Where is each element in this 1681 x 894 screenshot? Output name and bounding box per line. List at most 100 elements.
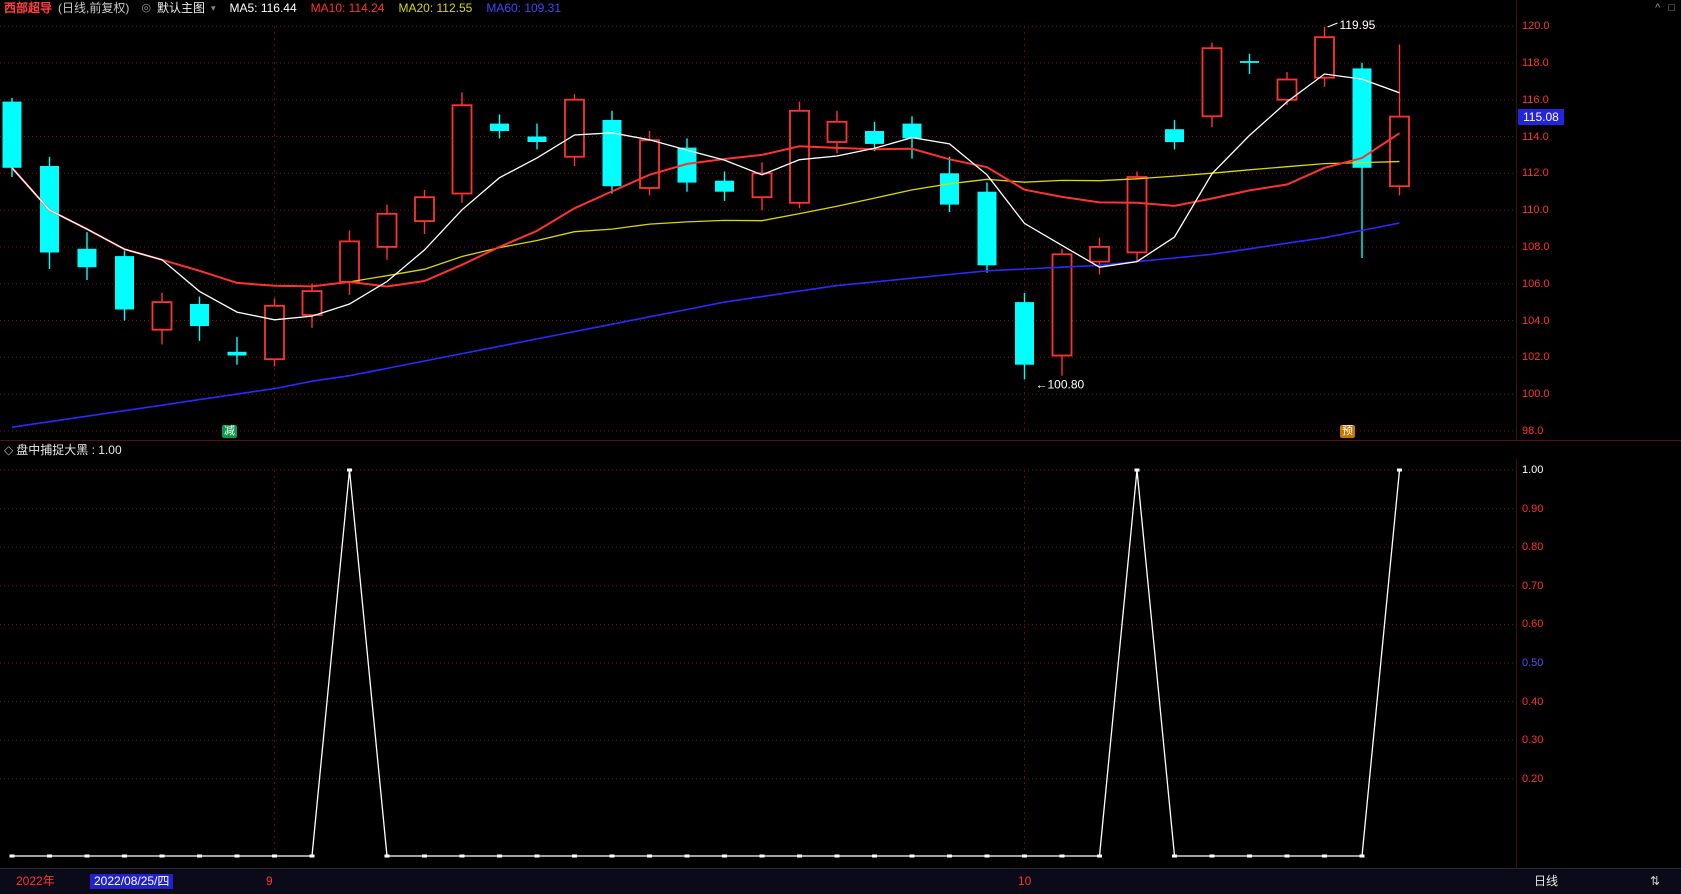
candle[interactable] [339, 230, 360, 295]
year-label: 2022年 [16, 874, 55, 888]
indicator-axis-label: 0.50 [1522, 657, 1544, 669]
month-label-sep: 9 [266, 874, 273, 888]
indicator-point [272, 854, 277, 858]
candle[interactable] [527, 123, 547, 150]
indicator-point [384, 854, 390, 858]
indicator-point [572, 854, 577, 858]
indicator-point [834, 854, 840, 858]
indicator-value: 1.00 [98, 443, 122, 457]
candle[interactable] [977, 182, 997, 273]
ma10-line [11, 132, 1401, 288]
candle[interactable] [677, 138, 697, 192]
candle[interactable] [77, 232, 97, 280]
period-label[interactable]: 日线 [1534, 874, 1559, 888]
indicator-point [722, 854, 727, 858]
candle[interactable] [376, 204, 398, 260]
indicator-axis-label: 1.00 [1522, 464, 1544, 476]
indicator-point [759, 854, 765, 858]
price-axis-label: 110.0 [1522, 204, 1549, 217]
indicator-point [459, 854, 465, 858]
candle[interactable] [865, 121, 884, 152]
reduce-marker-badge[interactable]: 减 [222, 425, 237, 438]
ma5-line [11, 73, 1400, 321]
candle[interactable] [1015, 292, 1034, 380]
candle[interactable] [451, 92, 473, 203]
indicator-axis-label: 0.90 [1522, 502, 1544, 515]
indicator-separator: : [88, 443, 99, 457]
candle[interactable] [826, 110, 848, 154]
collapse-icon[interactable]: ^ [1655, 2, 1661, 14]
indicator-point [1172, 854, 1177, 858]
ma60-value: MA60: 109.31 [486, 1, 562, 15]
candle[interactable] [639, 131, 660, 196]
candle[interactable] [151, 292, 173, 345]
window-icon[interactable]: □ [1668, 2, 1675, 14]
candle[interactable] [1314, 27, 1335, 87]
indicator-axis-label: 0.80 [1522, 541, 1544, 554]
indicator-point [122, 854, 127, 858]
indicator-line [12, 469, 1401, 857]
candle[interactable] [789, 101, 810, 209]
chevron-down-icon[interactable]: ▾ [210, 3, 216, 13]
indicator-point [1359, 854, 1365, 858]
candle[interactable] [115, 250, 134, 321]
candle[interactable] [190, 296, 209, 341]
candle[interactable] [301, 283, 323, 328]
indicator-point [1284, 854, 1290, 858]
indicator-point [1322, 854, 1327, 858]
indicator-name[interactable]: 盘中捕捉大黑 [16, 443, 89, 457]
candle[interactable] [715, 171, 734, 201]
price-axis-label: 112.0 [1522, 167, 1549, 180]
indicator-point [197, 854, 202, 858]
price-axis-label: 114.0 [1522, 130, 1549, 143]
candle[interactable] [227, 337, 247, 365]
indicator-point [1134, 468, 1140, 472]
stock-name[interactable]: 西部超导 [4, 1, 53, 15]
candle[interactable] [1389, 44, 1410, 196]
candle[interactable] [1201, 42, 1223, 128]
indicator-point [797, 854, 802, 858]
indicator-point [872, 854, 877, 858]
ma10-value: MA10: 114.24 [310, 1, 385, 15]
indicator-point [984, 854, 990, 858]
indicator-axis-label: 0.60 [1522, 618, 1544, 631]
selected-date[interactable]: 2022/08/25/四 [90, 874, 174, 889]
indicator-chart[interactable] [0, 458, 1516, 866]
indicator-point [534, 854, 540, 858]
layout-selector[interactable]: 默认主图 [156, 1, 205, 15]
price-axis: 115.08 120.0 118.0 116.0 114.0 112.0 110.0 108… [1516, 0, 1681, 868]
candlestick-chart[interactable]: 119.95 ←100.80 [0, 16, 1516, 440]
candle[interactable] [2, 97, 22, 177]
candle[interactable] [1089, 237, 1110, 275]
scroll-arrows-icon[interactable]: ⇅ [1650, 874, 1661, 888]
price-axis-label: 116.0 [1522, 93, 1549, 106]
indicator-point [47, 854, 52, 858]
indicator-point [234, 854, 240, 858]
indicator-point [1397, 468, 1402, 472]
candle[interactable] [751, 162, 773, 211]
candle[interactable] [1352, 62, 1372, 258]
ma60-line [11, 222, 1400, 428]
candle[interactable] [602, 110, 622, 194]
candle[interactable] [1276, 72, 1298, 106]
price-axis-label: 118.0 [1522, 56, 1549, 69]
current-price-badge: 115.08 [1518, 108, 1564, 125]
indicator-point [909, 854, 915, 858]
candle[interactable] [1165, 120, 1184, 150]
candle[interactable] [264, 298, 285, 367]
candle[interactable] [414, 189, 435, 234]
candle[interactable] [490, 114, 509, 139]
high-annotation-arrow [1327, 22, 1338, 28]
layout-icon: ◎ [141, 2, 151, 14]
indicator-axis-label: 0.40 [1522, 695, 1544, 708]
indicator-header: ◇ 盘中捕捉大黑 : 1.00 [0, 440, 1681, 458]
indicator-point [684, 854, 690, 858]
candle[interactable] [564, 94, 585, 166]
low-annotation: ←100.80 [1036, 377, 1085, 391]
candle[interactable] [1240, 53, 1259, 74]
candle[interactable] [1051, 248, 1073, 376]
candle[interactable] [1126, 171, 1148, 262]
indicator-icon[interactable]: ◇ [4, 443, 14, 457]
indicator-point [422, 854, 427, 858]
forecast-marker-badge[interactable]: 预 [1340, 425, 1355, 438]
